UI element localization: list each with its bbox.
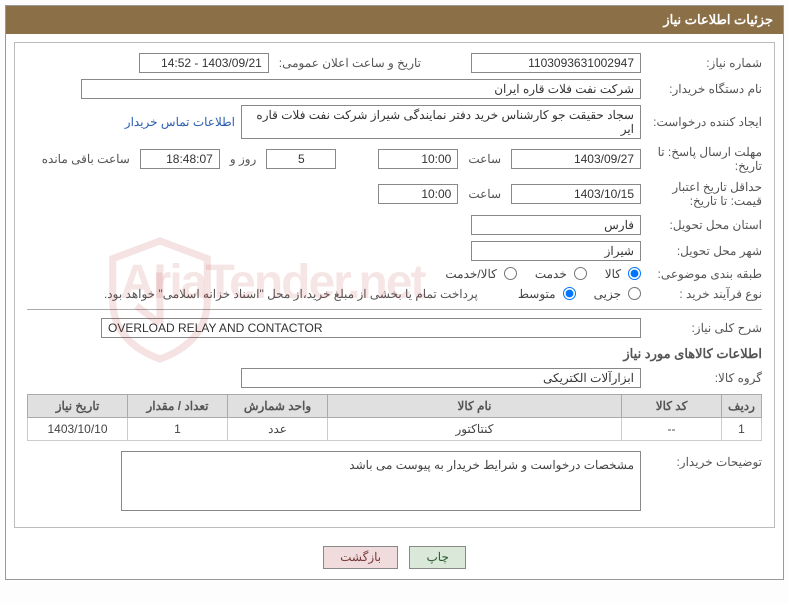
validity-time-field: 10:00	[378, 184, 458, 204]
desc-field: OVERLOAD RELAY AND CONTACTOR	[101, 318, 641, 338]
desc-label: شرح کلی نیاز:	[647, 321, 762, 335]
th-unit: واحد شمارش	[228, 394, 328, 417]
deadline-send-date: 1403/09/27	[511, 149, 641, 169]
print-button[interactable]: چاپ	[409, 546, 465, 569]
requester-label: ایجاد کننده درخواست:	[647, 115, 762, 129]
back-button[interactable]: بازگشت	[323, 546, 398, 569]
table-row: 1 -- کنتاکتور عدد 1 1403/10/10	[28, 417, 762, 440]
remaining-label: ساعت باقی مانده	[38, 152, 134, 166]
goods-table: ردیف کد کالا نام کالا واحد شمارش تعداد /…	[27, 394, 762, 441]
th-qty: تعداد / مقدار	[128, 394, 228, 417]
radio-small[interactable]	[628, 287, 641, 300]
process-radio-group: جزیی متوسط	[504, 287, 641, 301]
group-field: ابزارآلات الکتریکی	[241, 368, 641, 388]
td-qty: 1	[128, 417, 228, 440]
buyer-org-label: نام دستگاه خریدار:	[647, 82, 762, 96]
announce-datetime-label: تاریخ و ساعت اعلان عمومی:	[275, 56, 425, 70]
category-radio-group: کالا خدمت کالا/خدمت	[431, 267, 641, 281]
time-label-2: ساعت	[464, 187, 505, 201]
th-row: ردیف	[722, 394, 762, 417]
panel-title: جزئیات اطلاعات نیاز	[6, 6, 783, 34]
buyer-org-field: شرکت نفت فلات قاره ایران	[81, 79, 641, 99]
city-field: شیراز	[471, 241, 641, 261]
days-count-field: 5	[266, 149, 336, 169]
th-date: تاریخ نیاز	[28, 394, 128, 417]
goods-section-heading: اطلاعات کالاهای مورد نیاز	[27, 346, 762, 362]
process-label: نوع فرآیند خرید :	[647, 287, 762, 301]
separator-1	[27, 309, 762, 310]
category-label: طبقه بندی موضوعی:	[647, 267, 762, 281]
main-panel: جزئیات اطلاعات نیاز شماره نیاز: 11030936…	[5, 5, 784, 580]
td-code: --	[622, 417, 722, 440]
td-unit: عدد	[228, 417, 328, 440]
th-code: کد کالا	[622, 394, 722, 417]
deadline-send-time: 10:00	[378, 149, 458, 169]
days-and-label: روز و	[226, 152, 261, 166]
validity-date-field: 1403/10/15	[511, 184, 641, 204]
td-row: 1	[722, 417, 762, 440]
remaining-time-field: 18:48:07	[140, 149, 220, 169]
province-field: فارس	[471, 215, 641, 235]
deadline-send-label: مهلت ارسال پاسخ: تا تاریخ:	[647, 145, 762, 174]
payment-note: پرداخت تمام یا بخشی از مبلغ خرید،از محل …	[104, 287, 478, 301]
buyer-notes-field: مشخصات درخواست و شرایط خریدار به پیوست م…	[121, 451, 641, 511]
content-area: شماره نیاز: 1103093631002947 تاریخ و ساع…	[14, 42, 775, 528]
radio-service[interactable]	[574, 267, 587, 280]
buyer-notes-label: توضیحات خریدار:	[647, 451, 762, 469]
need-number-label: شماره نیاز:	[647, 56, 762, 70]
need-number-field: 1103093631002947	[471, 53, 641, 73]
radio-medium-label: متوسط	[518, 287, 556, 301]
radio-medium[interactable]	[563, 287, 576, 300]
radio-goods-service[interactable]	[504, 267, 517, 280]
td-date: 1403/10/10	[28, 417, 128, 440]
radio-small-label: جزیی	[594, 287, 621, 301]
city-label: شهر محل تحویل:	[647, 244, 762, 258]
td-name: کنتاکتور	[328, 417, 622, 440]
buyer-contact-link[interactable]: اطلاعات تماس خریدار	[125, 115, 235, 129]
validity-label: حداقل تاریخ اعتبار قیمت: تا تاریخ:	[647, 180, 762, 209]
radio-goods[interactable]	[628, 267, 641, 280]
th-name: نام کالا	[328, 394, 622, 417]
announce-datetime-field: 1403/09/21 - 14:52	[139, 53, 269, 73]
province-label: استان محل تحویل:	[647, 218, 762, 232]
radio-goods-label: کالا	[605, 267, 621, 281]
group-label: گروه کالا:	[647, 371, 762, 385]
button-row: چاپ بازگشت	[6, 536, 783, 579]
radio-service-label: خدمت	[535, 267, 567, 281]
time-label-1: ساعت	[464, 152, 505, 166]
table-header-row: ردیف کد کالا نام کالا واحد شمارش تعداد /…	[28, 394, 762, 417]
radio-goods-service-label: کالا/خدمت	[445, 267, 496, 281]
requester-field: سجاد حقیقت جو کارشناس خرید دفتر نمایندگی…	[241, 105, 641, 139]
